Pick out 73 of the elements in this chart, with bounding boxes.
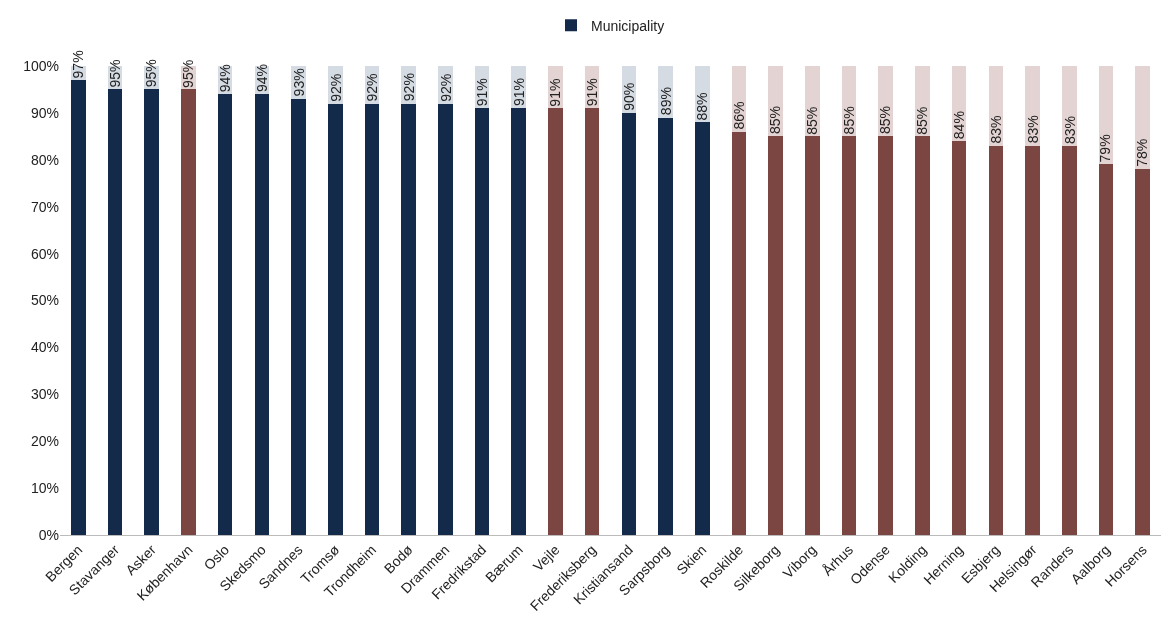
data-label: 92% (364, 73, 381, 102)
data-label: 94% (217, 64, 234, 93)
data-label: 85% (877, 106, 894, 135)
bar (254, 94, 270, 535)
data-label: 83% (1061, 115, 1078, 144)
y-tick-label: 40% (30, 339, 59, 356)
data-label: 90% (620, 82, 637, 111)
bar (878, 136, 894, 535)
data-label: 86% (731, 101, 748, 130)
bar (1098, 164, 1114, 535)
bar (438, 103, 453, 535)
bar (401, 103, 416, 535)
y-tick-label: 100% (23, 57, 59, 74)
y-tick-label: 0% (38, 526, 59, 543)
data-label: 95% (106, 59, 123, 88)
bar (511, 108, 527, 535)
bar (1025, 145, 1040, 535)
bar (584, 108, 600, 535)
bar (1135, 169, 1150, 535)
data-label: 92% (401, 73, 418, 102)
bar (107, 89, 123, 535)
bar (731, 131, 747, 535)
bar (327, 103, 343, 535)
bar (1135, 66, 1150, 170)
bar (915, 136, 930, 535)
bar (474, 108, 490, 535)
y-tick-label: 60% (30, 245, 59, 262)
data-label: 97% (70, 50, 87, 79)
data-label: 83% (1024, 115, 1041, 144)
data-label: 79% (1097, 134, 1114, 163)
bar (988, 145, 1004, 535)
y-tick-label: 30% (30, 386, 59, 403)
y-tick-label: 90% (30, 104, 59, 121)
bar (1061, 145, 1077, 535)
bar (841, 136, 857, 535)
bar (951, 141, 967, 535)
data-label: 94% (253, 63, 270, 92)
data-label: 88% (693, 92, 710, 121)
bar (768, 136, 783, 535)
data-label: 95% (180, 59, 196, 88)
bar (144, 89, 160, 535)
data-label: 93% (290, 68, 307, 97)
bar (548, 108, 563, 535)
data-label: 89% (657, 87, 674, 116)
data-label: 85% (914, 106, 931, 135)
data-label: 78% (1134, 138, 1151, 167)
data-label: 84% (951, 111, 968, 140)
data-label: 85% (767, 105, 784, 134)
y-tick-label: 50% (30, 292, 59, 309)
bar (181, 89, 196, 535)
data-label: 92% (327, 73, 344, 102)
bar (658, 117, 673, 535)
bar (621, 112, 637, 535)
data-label: 91% (583, 78, 600, 107)
bar (291, 98, 306, 535)
y-tick-label: 20% (30, 433, 59, 450)
y-tick-label: 80% (30, 151, 59, 168)
data-label: 95% (143, 59, 160, 88)
bar (217, 94, 233, 535)
data-label: 91% (473, 78, 490, 107)
bar (694, 122, 710, 535)
bar (71, 80, 86, 535)
data-label: 92% (437, 73, 454, 102)
data-label: 91% (547, 78, 564, 107)
data-label: 85% (804, 106, 820, 135)
y-tick-label: 70% (30, 198, 59, 215)
y-tick-label: 10% (30, 480, 59, 496)
data-label: 91% (510, 77, 527, 106)
data-label: 85% (840, 106, 857, 135)
data-label: 83% (988, 115, 1005, 144)
bar (805, 136, 820, 535)
legend-label: Municipality (591, 17, 665, 34)
bar (364, 103, 380, 535)
